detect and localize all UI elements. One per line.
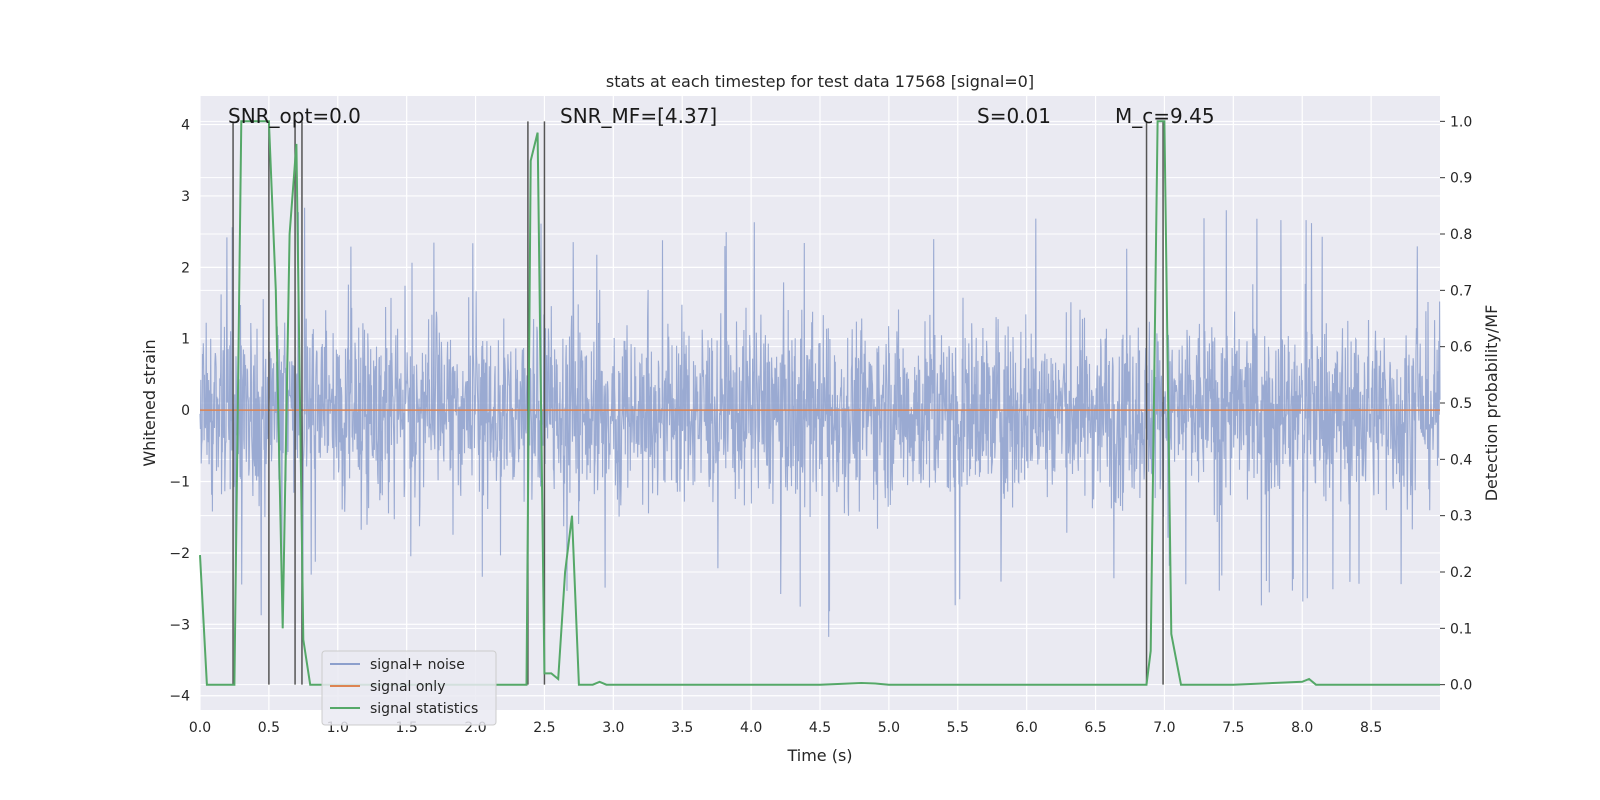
y2-tick-label: 0.1 (1450, 621, 1472, 637)
chart-title: stats at each timestep for test data 175… (606, 72, 1034, 91)
y2-axis-ticks: 0.0 0.1 0.2 0.3 0.4 0.5 0.6 0.7 0.8 0.9 1.0 (1440, 114, 1472, 694)
y-axis-ticks: −4 −3 −2 −1 0 1 2 3 4 (169, 118, 190, 705)
y2-axis-label: Detection probability/MF (1482, 305, 1501, 502)
signal-noise-line (199, 207, 1441, 637)
y2-tick-label: 1.0 (1450, 114, 1472, 130)
x-tick-label: 4.0 (740, 720, 762, 736)
y-tick-label: 3 (181, 189, 190, 205)
y2-tick-label: 0.0 (1450, 678, 1472, 694)
legend-box (321, 650, 497, 726)
y-tick-label: −4 (169, 689, 190, 705)
annotation-s: S=0.01 (977, 104, 1051, 128)
y-tick-label: 0 (181, 403, 190, 419)
y-axis-label: Whitened strain (140, 339, 159, 466)
y2-tick-label: 0.9 (1450, 171, 1472, 187)
legend-label-signal: signal only (370, 679, 445, 695)
annotation-mc: M_c=9.45 (1115, 104, 1215, 128)
x-tick-label: 3.0 (602, 720, 624, 736)
x-tick-label: 5.0 (878, 720, 900, 736)
y2-tick-label: 0.3 (1450, 509, 1472, 525)
y-tick-label: 1 (181, 332, 190, 348)
x-tick-label: 6.0 (1016, 720, 1038, 736)
x-tick-label: 7.5 (1222, 720, 1244, 736)
y2-tick-label: 0.6 (1450, 340, 1472, 356)
x-axis-ticks: 0.0 0.5 1.0 1.5 2.0 2.5 3.0 3.5 4.0 4.5 5.0 5.5 6.0 6… (189, 720, 1382, 736)
x-axis-label: Time (s) (786, 746, 852, 765)
y2-tick-label: 0.8 (1450, 227, 1472, 243)
y-tick-label: −1 (169, 475, 190, 491)
x-tick-label: 0.5 (258, 720, 280, 736)
legend: signal+ noise signal only signal statist… (321, 650, 497, 726)
x-tick-label: 3.5 (671, 720, 693, 736)
x-tick-label: 5.5 (947, 720, 969, 736)
x-tick-label: 7.0 (1153, 720, 1175, 736)
y2-tick-label: 0.7 (1450, 283, 1472, 299)
legend-label-statistics: signal statistics (370, 701, 478, 717)
y2-tick-label: 0.5 (1450, 396, 1472, 412)
y-tick-label: −3 (169, 617, 190, 633)
y-tick-label: −2 (169, 546, 190, 562)
x-tick-label: 8.5 (1360, 720, 1382, 736)
y-tick-label: 4 (181, 118, 190, 134)
x-tick-label: 2.5 (533, 720, 555, 736)
signal-statistics-line (199, 120, 1440, 686)
x-tick-label: 8.0 (1291, 720, 1313, 736)
signal-noise-series (199, 207, 1441, 637)
annotation-snr-opt: SNR_opt=0.0 (228, 104, 361, 128)
y-tick-label: 2 (181, 260, 190, 276)
legend-label-noise: signal+ noise (370, 657, 465, 673)
y2-tick-label: 0.2 (1450, 565, 1472, 581)
x-tick-label: 4.5 (809, 720, 831, 736)
signal-statistics-series (199, 120, 1440, 686)
x-tick-label: 6.5 (1084, 720, 1106, 736)
annotation-snr-mf: SNR_MF=[4.37] (560, 104, 717, 128)
annotations: SNR_opt=0.0 SNR_MF=[4.37] S=0.01 M_c=9.4… (228, 104, 1215, 128)
x-tick-label: 0.0 (189, 720, 211, 736)
y2-tick-label: 0.4 (1450, 452, 1472, 468)
